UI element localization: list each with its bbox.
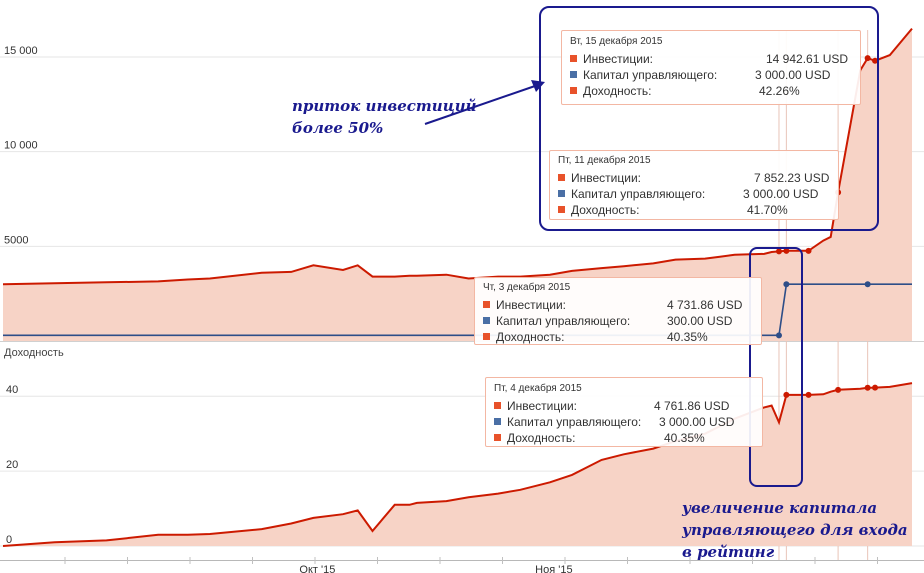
tooltip-date: Вт, 15 декабря 2015 bbox=[570, 36, 663, 47]
tooltip-dec-11: Пт, 11 декабря 2015 Инвестиции: 7 852.23 … bbox=[549, 150, 839, 220]
return-point bbox=[872, 384, 879, 391]
y-tick-label: 20 bbox=[6, 459, 18, 471]
tooltip-row-return: Доходность: 40.35% bbox=[494, 430, 754, 446]
tooltip-value: 4 731.86 USD bbox=[667, 298, 743, 312]
return-point bbox=[864, 384, 871, 391]
highlight-box-tooltips bbox=[539, 6, 879, 231]
y-tick-label: 5000 bbox=[4, 234, 28, 246]
tooltip-dec-4: Пт, 4 декабря 2015 Инвестиции: 4 761.86 U… bbox=[485, 377, 763, 447]
tooltip-label: Инвестиции: bbox=[571, 171, 641, 185]
return-line bbox=[2, 382, 913, 547]
tooltip-label: Инвестиции: bbox=[496, 298, 566, 312]
tooltip-row-return: Доходность: 42.26% bbox=[570, 83, 852, 99]
series-swatch bbox=[558, 206, 565, 213]
tooltip-row-capital: Капитал управляющего: 300.00 USD bbox=[483, 313, 753, 329]
tooltip-label: Капитал управляющего: bbox=[583, 68, 718, 82]
x-tick-label: Окт '15 bbox=[299, 564, 335, 573]
annotation-line: более 50% bbox=[292, 119, 384, 137]
tooltip-value: 42.26% bbox=[759, 84, 800, 98]
tooltip-row-capital: Капитал управляющего: 3 000.00 USD bbox=[558, 186, 830, 202]
annotation-arrowhead bbox=[531, 80, 545, 92]
investments-point bbox=[775, 248, 782, 255]
annotation-line: в рейтинг bbox=[682, 543, 775, 561]
capital-point bbox=[864, 281, 871, 288]
series-swatch bbox=[558, 174, 565, 181]
capital-point bbox=[775, 332, 782, 339]
y-tick-label: 10 000 bbox=[4, 140, 38, 152]
tooltip-row-return: Доходность: 41.70% bbox=[558, 202, 830, 218]
series-swatch bbox=[570, 87, 577, 94]
series-swatch bbox=[570, 71, 577, 78]
tooltip-value: 40.35% bbox=[664, 431, 705, 445]
tooltip-label: Доходность: bbox=[583, 84, 652, 98]
tooltip-row-capital: Капитал управляющего: 3 000.00 USD bbox=[570, 67, 852, 83]
series-swatch bbox=[483, 333, 490, 340]
tooltip-row-return: Доходность: 40.35% bbox=[483, 329, 753, 345]
series-swatch bbox=[483, 317, 490, 324]
tooltip-label: Капитал управляющего: bbox=[507, 415, 642, 429]
series-swatch bbox=[483, 301, 490, 308]
annotation-line: приток инвестиций bbox=[292, 97, 477, 115]
return-panel-title: Доходность bbox=[4, 347, 64, 359]
return-point bbox=[805, 391, 812, 398]
series-swatch bbox=[494, 418, 501, 425]
tooltip-label: Доходность: bbox=[507, 431, 576, 445]
tooltip-value: 3 000.00 USD bbox=[755, 68, 831, 82]
return-point bbox=[783, 391, 790, 398]
investments-point bbox=[864, 55, 871, 62]
y-tick-label: 40 bbox=[6, 384, 18, 396]
annotation-shapes bbox=[424, 6, 879, 487]
tooltip-dec-3: Чт, 3 декабря 2015 Инвестиции: 4 731.86 U… bbox=[474, 277, 762, 345]
axis-ticks: 15 000 10 000 5000 40 20 0 Окт '15 Ноя '15 bbox=[0, 45, 924, 573]
highlight-box-capital bbox=[749, 247, 803, 487]
series-swatch bbox=[494, 434, 501, 441]
tooltip-row-investments: Инвестиции: 4 761.86 USD bbox=[494, 398, 754, 414]
tooltip-label: Доходность: bbox=[496, 330, 565, 344]
investments-area bbox=[3, 28, 912, 341]
investments-point bbox=[872, 57, 879, 64]
tooltip-value: 4 761.86 USD bbox=[654, 399, 730, 413]
tooltip-label: Инвестиции: bbox=[583, 52, 653, 66]
tooltip-date: Чт, 3 декабря 2015 bbox=[483, 282, 571, 293]
tooltip-label: Инвестиции: bbox=[507, 399, 577, 413]
annotation-line: управляющего для входа bbox=[682, 521, 908, 539]
tooltip-value: 300.00 USD bbox=[667, 314, 733, 328]
investments-point bbox=[805, 247, 812, 254]
x-tick-label: Ноя '15 bbox=[535, 564, 572, 573]
investments-line bbox=[2, 27, 913, 286]
tooltip-dec-15: Вт, 15 декабря 2015 Инвестиции: 14 942.61… bbox=[561, 30, 861, 105]
annotation-capital: увеличение капитала управляющего для вхо… bbox=[682, 497, 908, 563]
tooltip-value: 3 000.00 USD bbox=[743, 187, 819, 201]
tooltip-row-investments: Инвестиции: 14 942.61 USD bbox=[570, 51, 852, 67]
tooltip-label: Капитал управляющего: bbox=[496, 314, 631, 328]
tooltip-value: 41.70% bbox=[747, 203, 788, 217]
y-tick-label: 0 bbox=[6, 534, 12, 546]
tooltip-date: Пт, 11 декабря 2015 bbox=[558, 155, 651, 166]
y-tick-label: 15 000 bbox=[4, 45, 38, 57]
annotation-inflow: приток инвестиций более 50% bbox=[292, 95, 477, 139]
tooltip-row-investments: Инвестиции: 4 731.86 USD bbox=[483, 297, 753, 313]
annotation-line: увеличение капитала bbox=[682, 499, 878, 517]
tooltip-label: Капитал управляющего: bbox=[571, 187, 706, 201]
tooltip-value: 7 852.23 USD bbox=[754, 171, 830, 185]
series-points bbox=[775, 55, 879, 398]
series-swatch bbox=[494, 402, 501, 409]
series-swatch bbox=[570, 55, 577, 62]
series-swatch bbox=[558, 190, 565, 197]
return-point bbox=[835, 386, 842, 393]
investments-point bbox=[783, 247, 790, 254]
annotation-arrow bbox=[424, 85, 536, 125]
return-area bbox=[3, 383, 912, 546]
tooltip-value: 14 942.61 USD bbox=[766, 52, 849, 66]
tooltip-date: Пт, 4 декабря 2015 bbox=[494, 383, 582, 394]
tooltip-label: Доходность: bbox=[571, 203, 640, 217]
capital-point bbox=[783, 281, 790, 288]
series-areas bbox=[3, 28, 912, 546]
tooltip-row-investments: Инвестиции: 7 852.23 USD bbox=[558, 170, 830, 186]
tooltip-row-capital: Капитал управляющего: 3 000.00 USD bbox=[494, 414, 754, 430]
tooltip-value: 40.35% bbox=[667, 330, 708, 344]
tooltip-value: 3 000.00 USD bbox=[659, 415, 735, 429]
